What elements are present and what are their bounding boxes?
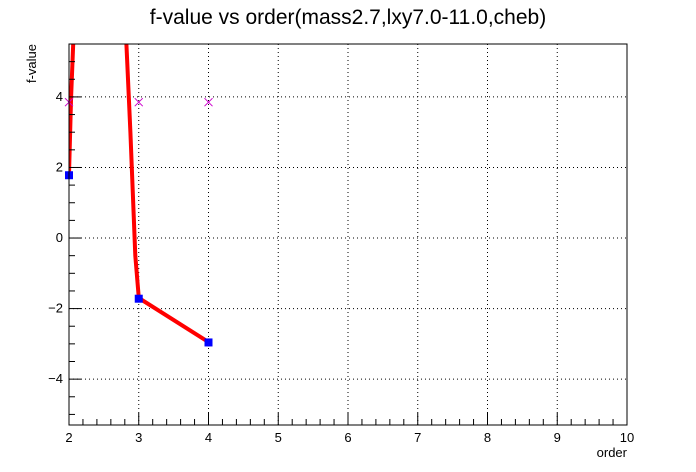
x-tick-label: 8	[484, 430, 491, 445]
y-tick-label: 0	[56, 230, 63, 245]
y-axis-title: f-value	[24, 44, 39, 83]
y-tick-label: −4	[48, 371, 63, 386]
y-tick-label: 2	[56, 159, 63, 174]
data-point-square	[204, 338, 213, 347]
series-curve	[69, 44, 210, 344]
chart-title: f-value vs order(mass2.7,lxy7.0-11.0,che…	[150, 6, 546, 29]
x-tick-label: 7	[414, 430, 421, 445]
y-tick-label: 4	[56, 89, 63, 104]
x-tick-label: 3	[135, 430, 142, 445]
data-point-cross	[134, 97, 144, 107]
data-point-cross	[204, 97, 213, 107]
x-tick-label: 2	[65, 430, 72, 445]
x-tick-label: 10	[620, 430, 634, 445]
axes: 2 3 4 5 6 7 8 9 10 −4 −2 0 2 4	[48, 61, 634, 445]
x-axis-title: order	[597, 445, 628, 460]
x-tick-label: 5	[275, 430, 282, 445]
grid-lines	[69, 44, 627, 425]
y-tick-label: −2	[48, 301, 63, 316]
x-tick-label: 6	[344, 430, 351, 445]
plot-area	[64, 44, 213, 347]
data-point-square	[134, 294, 143, 303]
plot-frame	[68, 43, 628, 426]
x-tick-label: 9	[554, 430, 561, 445]
x-tick-label: 4	[205, 430, 212, 445]
